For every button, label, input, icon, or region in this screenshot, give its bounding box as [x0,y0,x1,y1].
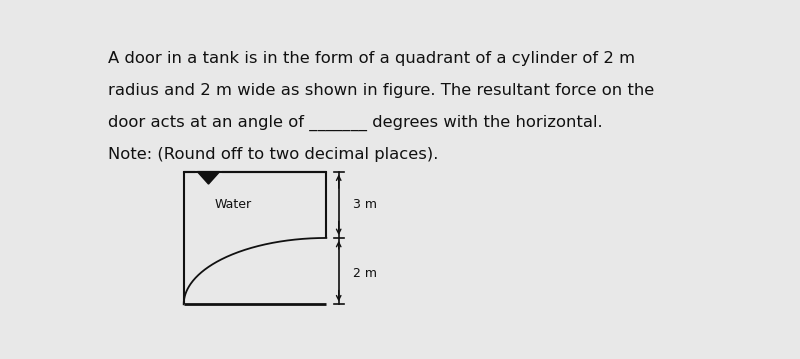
Text: 3 m: 3 m [353,198,377,211]
Text: Water: Water [214,198,252,211]
Text: 2 m: 2 m [353,267,377,280]
Text: Note: (Round off to two decimal places).: Note: (Round off to two decimal places). [108,147,438,162]
Text: radius and 2 m wide as shown in figure. The resultant force on the: radius and 2 m wide as shown in figure. … [108,83,654,98]
Text: door acts at an angle of _______ degrees with the horizontal.: door acts at an angle of _______ degrees… [108,115,602,131]
Polygon shape [198,172,220,184]
Text: A door in a tank is in the form of a quadrant of a cylinder of 2 m: A door in a tank is in the form of a qua… [108,51,635,66]
